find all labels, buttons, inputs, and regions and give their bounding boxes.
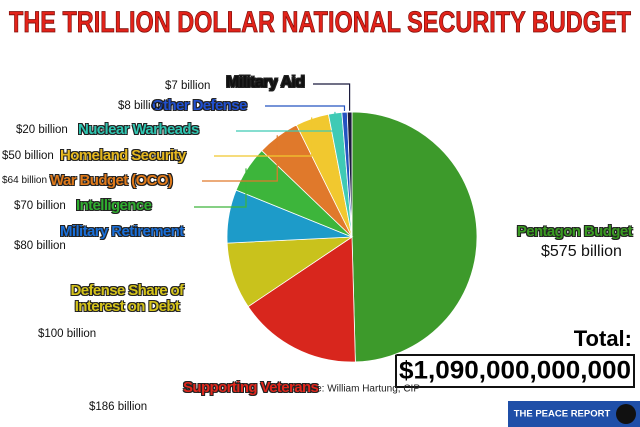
pie-slice xyxy=(351,111,478,363)
slice-value-label: $50 billion xyxy=(2,150,54,162)
slice-value-label: $20 billion xyxy=(16,124,68,136)
slice-value-label: $8 billion xyxy=(118,100,164,112)
brand-icon xyxy=(616,404,636,424)
total-box xyxy=(395,354,635,388)
slice-name: Nuclear Warheads xyxy=(78,121,199,138)
slice-value-label: $7 billion xyxy=(165,80,211,92)
slice-value-label: $186 billion xyxy=(89,401,148,413)
leader-line xyxy=(265,105,346,111)
source: Source: William Hartung, CIP xyxy=(290,384,420,395)
slice-name: Homeland Security xyxy=(60,147,186,164)
slice-name: Military Aid xyxy=(226,74,305,91)
slice-value-label: $100 billion xyxy=(38,328,97,340)
total-label: Total: xyxy=(574,326,632,351)
slice-name: Intelligence xyxy=(76,197,152,214)
total-value: $1,090,000,000,000 xyxy=(399,357,631,385)
slice-name: War Budget (OCO) xyxy=(50,172,173,189)
brand: THE PEACE REPORT xyxy=(514,409,611,420)
slice-value-label: $70 billion xyxy=(14,200,66,212)
leader-line xyxy=(313,83,351,111)
leader-line xyxy=(236,111,336,132)
slice-name: Supporting Veterans xyxy=(183,379,319,396)
slice-name: Military Retirement xyxy=(60,223,184,240)
slice-value-label: $80 billion xyxy=(14,240,66,252)
chart-title: THE TRILLION DOLLAR NATIONAL SECURITY BU… xyxy=(9,6,631,39)
slice-name: Pentagon Budget xyxy=(516,223,633,240)
pie-slice xyxy=(247,236,356,363)
slice-value-label: $575 billion xyxy=(541,243,622,260)
slice-name: Defense Share of Interest on Debt xyxy=(70,282,185,315)
leader-line xyxy=(214,117,313,157)
leader-line xyxy=(202,135,278,182)
slice-value-label: $64 billion xyxy=(2,175,48,186)
slice-name: Other Defense xyxy=(152,97,247,114)
pie-slice xyxy=(346,111,353,238)
